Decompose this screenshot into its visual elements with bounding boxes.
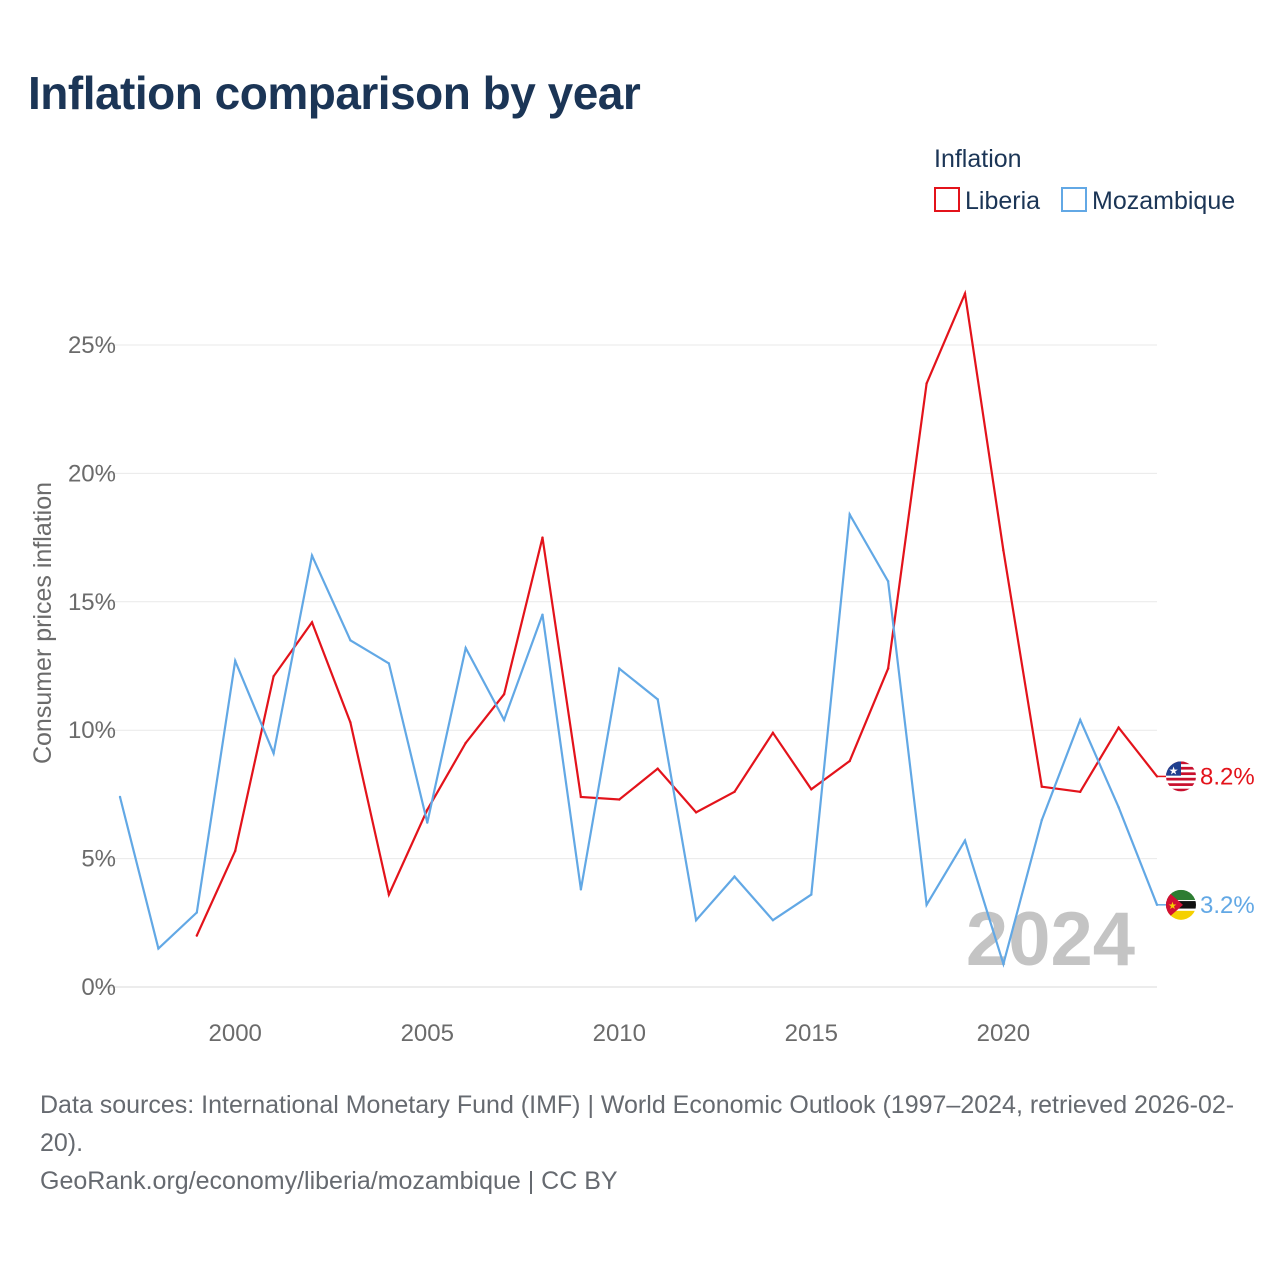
footer-sources: Data sources: International Monetary Fun… xyxy=(40,1091,1235,1157)
data-point-mozambique xyxy=(1040,818,1043,822)
data-point-mozambique xyxy=(886,580,890,583)
data-point-mozambique xyxy=(234,659,237,663)
data-point-liberia xyxy=(1078,790,1082,794)
data-point-mozambique xyxy=(810,893,813,896)
data-point-liberia xyxy=(195,934,199,937)
x-tick-label: 2020 xyxy=(977,1020,1030,1047)
legend-title: Inflation xyxy=(934,145,1022,173)
data-point-liberia xyxy=(733,790,736,794)
data-point-mozambique xyxy=(310,554,314,557)
data-point-liberia xyxy=(1117,726,1120,729)
data-point-mozambique xyxy=(733,875,736,878)
data-point-liberia xyxy=(771,731,775,734)
data-point-liberia xyxy=(618,798,621,801)
y-tick-label: 10% xyxy=(68,717,116,744)
data-point-mozambique xyxy=(963,839,967,842)
data-point-mozambique xyxy=(579,888,583,891)
data-point-liberia xyxy=(656,767,659,770)
data-point-mozambique xyxy=(118,795,122,799)
legend-label-liberia: Liberia xyxy=(965,187,1040,215)
data-point-liberia xyxy=(963,292,967,295)
svg-text:★: ★ xyxy=(1168,901,1177,912)
end-value-label-liberia: 8.2% xyxy=(1200,763,1255,790)
data-point-liberia xyxy=(848,759,851,763)
data-point-mozambique xyxy=(541,613,544,616)
data-point-mozambique xyxy=(618,667,621,670)
data-point-liberia xyxy=(1002,549,1005,552)
data-point-mozambique xyxy=(387,662,391,665)
y-tick-label: 0% xyxy=(81,974,116,1001)
data-point-mozambique xyxy=(157,947,160,950)
data-point-liberia xyxy=(925,382,928,385)
footer: Data sources: International Monetary Fun… xyxy=(40,1086,1250,1200)
data-point-mozambique xyxy=(1078,718,1082,722)
y-tick-label: 15% xyxy=(68,589,116,616)
x-tick-label: 2010 xyxy=(593,1020,646,1047)
data-point-liberia xyxy=(694,811,698,814)
data-point-mozambique xyxy=(349,639,352,642)
legend-swatch-liberia[interactable] xyxy=(934,187,960,212)
data-point-mozambique xyxy=(656,698,659,701)
data-point-mozambique xyxy=(426,821,429,824)
y-tick-label: 25% xyxy=(68,332,116,359)
data-point-mozambique xyxy=(771,919,775,922)
data-point-mozambique xyxy=(502,718,506,722)
legend-label-mozambique: Mozambique xyxy=(1092,187,1235,215)
data-point-liberia xyxy=(886,667,890,670)
data-point-mozambique xyxy=(1002,962,1005,966)
data-point-mozambique xyxy=(848,513,851,516)
svg-text:★: ★ xyxy=(1169,765,1179,777)
data-point-mozambique xyxy=(925,903,928,907)
x-tick-label: 2000 xyxy=(209,1020,262,1047)
x-tick-label: 2005 xyxy=(401,1020,454,1047)
series-line-mozambique xyxy=(118,510,1159,968)
mozambique-flag-icon: ★ xyxy=(1166,889,1196,920)
data-point-liberia xyxy=(349,721,352,724)
page-title: Inflation comparison by year xyxy=(28,67,641,119)
series-line-liberia xyxy=(195,289,1158,937)
y-tick-label: 5% xyxy=(81,846,116,873)
data-point-liberia xyxy=(272,675,275,678)
year-watermark: 2024 xyxy=(966,897,1135,982)
data-point-liberia xyxy=(387,893,391,896)
end-value-label-mozambique: 3.2% xyxy=(1200,892,1255,919)
y-axis-label: Consumer prices inflation xyxy=(29,482,57,764)
data-point-liberia xyxy=(502,693,506,696)
data-point-liberia xyxy=(579,795,583,799)
data-point-mozambique xyxy=(464,646,467,650)
legend-swatch-mozambique[interactable] xyxy=(1061,187,1087,212)
data-point-mozambique xyxy=(1117,806,1120,809)
data-point-liberia xyxy=(810,788,813,791)
data-point-liberia xyxy=(426,808,429,812)
footer-url[interactable]: GeoRank.org/economy/liberia/mozambique |… xyxy=(40,1167,618,1195)
data-point-mozambique xyxy=(195,911,199,914)
data-point-liberia xyxy=(1040,785,1043,788)
data-point-liberia xyxy=(234,849,237,853)
data-point-liberia xyxy=(464,741,467,745)
data-point-mozambique xyxy=(272,752,275,755)
data-point-liberia xyxy=(310,621,314,624)
liberia-flag-icon: ★ xyxy=(1166,761,1196,792)
y-tick-label: 20% xyxy=(68,460,116,487)
data-point-liberia xyxy=(541,536,544,539)
data-point-mozambique xyxy=(694,919,698,922)
x-tick-label: 2015 xyxy=(785,1020,838,1047)
inflation-line-chart: 0% 5% 10% 15% 20% 25% 2000 2005 2010 2015 2020 Cons… xyxy=(29,145,1255,1047)
